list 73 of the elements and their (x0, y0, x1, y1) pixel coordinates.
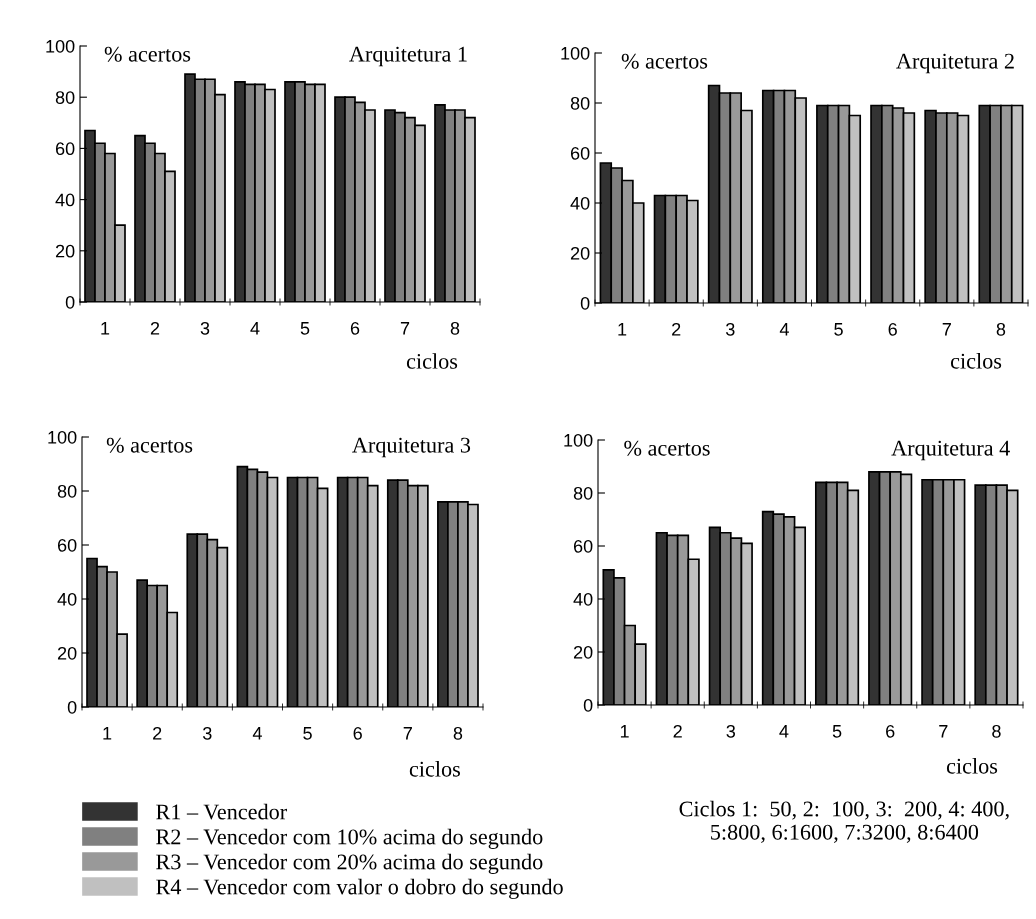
x-axis-title: ciclos (946, 758, 998, 774)
x-tick-label: 1 (620, 725, 629, 738)
y-tick-label: 20 (57, 646, 77, 660)
x-tick-label: 4 (250, 322, 260, 335)
legend-label: R3 – Vencedor com 20% acima do segundo (156, 853, 543, 874)
y-axis-title: % acertos (106, 437, 193, 453)
chart-title: Arquitetura 1 (349, 46, 467, 67)
y-tick-label: 80 (573, 486, 593, 500)
y-tick-label: 100 (564, 433, 593, 447)
y-tick-label: 100 (48, 430, 77, 444)
x-tick-label: 6 (350, 321, 360, 335)
x-tick-label: 7 (403, 727, 412, 740)
x-tick-label: 4 (779, 725, 789, 738)
y-tick-label: 20 (573, 645, 593, 659)
y-tick-label: 20 (55, 244, 75, 258)
y-tick-label: 60 (55, 142, 75, 156)
x-tick-label: 2 (673, 724, 682, 738)
y-tick-label: 40 (57, 592, 77, 606)
y-tick-label: 20 (570, 246, 590, 260)
y-tick-label: 40 (570, 196, 590, 210)
x-tick-label: 6 (353, 726, 362, 740)
y-axis-title: % acertos (624, 440, 710, 456)
legend-label: R2 – Vencedor com 10% acima do segundo (156, 828, 543, 849)
y-tick-label: 0 (65, 295, 75, 309)
x-tick-label: 3 (202, 726, 212, 740)
y-tick-label: 60 (573, 539, 593, 553)
x-tick-label: 4 (252, 727, 262, 740)
y-tick-label: 0 (580, 296, 590, 310)
y-tick-label: 80 (55, 91, 75, 104)
x-axis-title: ciclos (409, 761, 460, 777)
y-axis-title: % acertos (104, 46, 191, 62)
x-tick-label: 8 (453, 726, 463, 740)
text: Ciclos 1: 50, 2: 100, 3: 200, 4: 400, 5:800, 6:1600, 7:3200, 8:6400 (679, 800, 1009, 843)
x-axis-title: ciclos (406, 353, 458, 369)
y-axis-title: % acertos (621, 53, 708, 69)
y-tick-label: 0 (67, 700, 77, 714)
y-tick-label: 40 (55, 193, 75, 207)
legend-label: R4 – Vencedor com valor o dobro do segundo (156, 878, 563, 899)
x-tick-label: 7 (942, 323, 951, 336)
x-tick-label: 3 (200, 321, 210, 335)
x-tick-label: 5 (300, 322, 310, 335)
x-tick-label: 8 (996, 322, 1006, 336)
y-tick-label: 0 (583, 698, 593, 712)
y-tick-label: 80 (57, 484, 77, 498)
x-tick-label: 2 (150, 321, 160, 335)
x-tick-label: 3 (726, 724, 736, 738)
x-tick-label: 5 (834, 323, 843, 336)
legend-label: R1 – Vencedor (156, 803, 287, 820)
x-tick-label: 7 (939, 725, 948, 738)
x-tick-label: 2 (672, 322, 681, 336)
x-tick-label: 3 (725, 322, 735, 336)
y-tick-label: 80 (570, 96, 590, 110)
x-axis-title: ciclos (950, 353, 1002, 369)
x-tick-label: 7 (400, 322, 410, 335)
x-tick-label: 8 (992, 724, 1001, 738)
x-tick-label: 1 (101, 322, 110, 335)
y-tick-label: 100 (46, 39, 75, 53)
x-tick-label: 5 (303, 727, 312, 740)
x-tick-label: 6 (888, 322, 897, 336)
x-tick-label: 5 (832, 725, 842, 738)
chart-title: Arquitetura 2 (896, 53, 1014, 74)
y-tick-label: 100 (561, 46, 590, 60)
chart-title: Arquitetura 3 (352, 437, 471, 458)
x-tick-label: 1 (103, 727, 112, 740)
y-tick-label: 60 (57, 538, 77, 552)
x-tick-label: 8 (450, 321, 460, 335)
x-tick-label: 1 (618, 323, 627, 336)
y-tick-label: 40 (573, 592, 593, 606)
x-tick-label: 4 (779, 323, 789, 336)
x-tick-label: 6 (886, 724, 895, 738)
x-tick-label: 2 (153, 726, 162, 740)
y-tick-label: 60 (570, 146, 590, 160)
chart-title: Arquitetura 4 (891, 440, 1010, 461)
